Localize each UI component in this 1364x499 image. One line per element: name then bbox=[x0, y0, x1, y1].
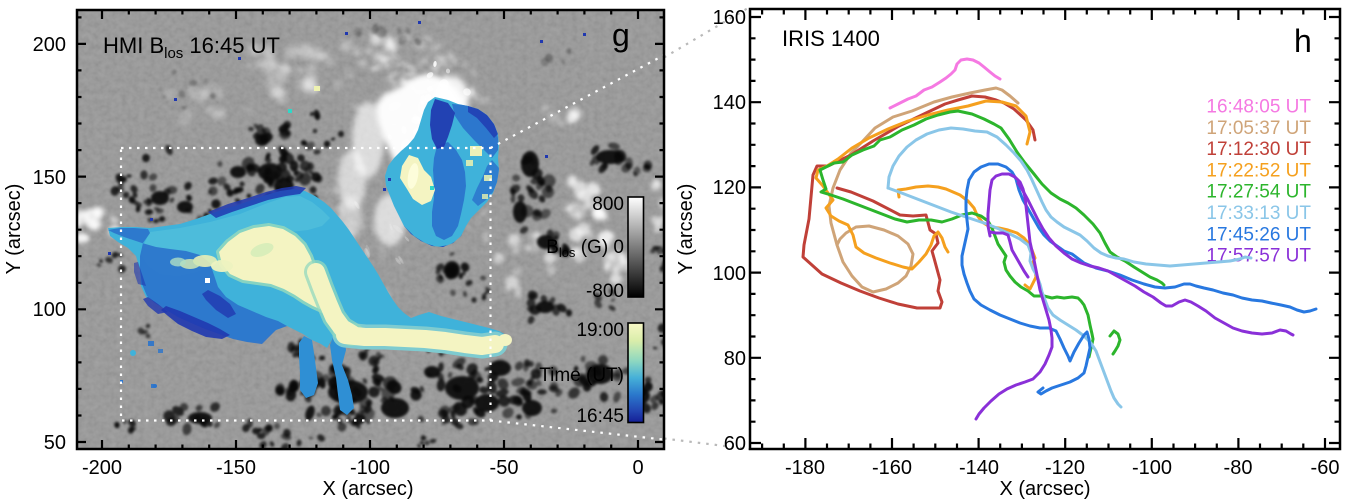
svg-text:19:00: 19:00 bbox=[576, 320, 624, 341]
svg-text:-200: -200 bbox=[82, 457, 122, 479]
svg-text:150: 150 bbox=[33, 167, 66, 189]
svg-text:120: 120 bbox=[713, 177, 746, 199]
svg-text:IRIS 1400: IRIS 1400 bbox=[782, 26, 880, 51]
svg-text:Time (UT): Time (UT) bbox=[539, 365, 624, 386]
svg-text:80: 80 bbox=[724, 348, 746, 370]
svg-text:HMI Blos 16:45 UT: HMI Blos 16:45 UT bbox=[103, 33, 280, 62]
svg-text:-120: -120 bbox=[1045, 457, 1085, 479]
svg-text:17:12:30 UT: 17:12:30 UT bbox=[1206, 139, 1311, 160]
svg-text:X (arcsec): X (arcsec) bbox=[322, 478, 413, 499]
svg-text:h: h bbox=[1294, 23, 1312, 59]
svg-text:g: g bbox=[612, 17, 630, 53]
svg-text:160: 160 bbox=[713, 7, 746, 29]
svg-text:-60: -60 bbox=[1311, 457, 1340, 479]
svg-text:16:48:05 UT: 16:48:05 UT bbox=[1206, 97, 1311, 118]
svg-text:-160: -160 bbox=[872, 457, 912, 479]
svg-text:-100: -100 bbox=[350, 457, 390, 479]
svg-text:17:45:26 UT: 17:45:26 UT bbox=[1206, 224, 1311, 245]
svg-text:-80: -80 bbox=[1224, 457, 1253, 479]
svg-text:-140: -140 bbox=[959, 457, 999, 479]
svg-text:200: 200 bbox=[33, 34, 66, 56]
svg-text:Blos (G) 0: Blos (G) 0 bbox=[546, 237, 624, 260]
svg-text:800: 800 bbox=[592, 194, 624, 215]
svg-text:-800: -800 bbox=[586, 281, 624, 302]
svg-text:100: 100 bbox=[713, 263, 746, 285]
svg-text:50: 50 bbox=[44, 432, 66, 454]
svg-text:17:27:54 UT: 17:27:54 UT bbox=[1206, 182, 1311, 203]
svg-text:Y (arcsec): Y (arcsec) bbox=[3, 184, 25, 275]
svg-text:-50: -50 bbox=[490, 457, 519, 479]
svg-text:17:05:37 UT: 17:05:37 UT bbox=[1206, 118, 1311, 139]
svg-text:Y (arcsec): Y (arcsec) bbox=[675, 184, 697, 275]
svg-text:16:45: 16:45 bbox=[576, 406, 624, 427]
svg-text:60: 60 bbox=[724, 433, 746, 455]
svg-text:-150: -150 bbox=[216, 457, 256, 479]
svg-text:0: 0 bbox=[632, 457, 643, 479]
svg-text:140: 140 bbox=[713, 92, 746, 114]
svg-text:-180: -180 bbox=[785, 457, 825, 479]
svg-text:17:57:57 UT: 17:57:57 UT bbox=[1206, 246, 1311, 267]
svg-text:100: 100 bbox=[33, 299, 66, 321]
svg-text:17:22:52 UT: 17:22:52 UT bbox=[1206, 160, 1311, 181]
svg-text:17:33:13 UT: 17:33:13 UT bbox=[1206, 203, 1311, 224]
svg-text:-100: -100 bbox=[1132, 457, 1172, 479]
svg-text:X (arcsec): X (arcsec) bbox=[999, 478, 1090, 499]
